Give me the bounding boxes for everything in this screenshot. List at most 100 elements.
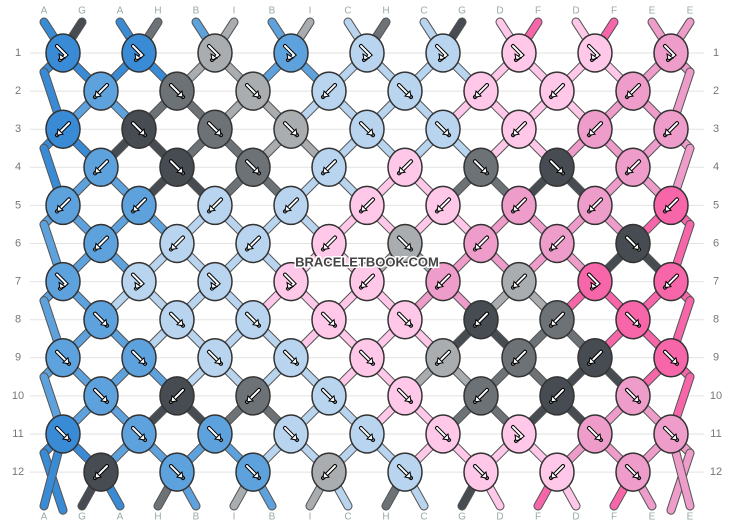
arrow-head xyxy=(588,204,597,213)
arrow-head xyxy=(512,356,521,365)
knot xyxy=(577,185,613,226)
arrow-head xyxy=(289,356,298,365)
string-label: A xyxy=(41,6,48,17)
knot xyxy=(45,33,81,73)
knot xyxy=(615,299,651,340)
knot xyxy=(425,261,461,302)
arrow-head xyxy=(362,52,371,61)
arrow-head xyxy=(441,432,450,441)
knot xyxy=(273,338,309,378)
knot xyxy=(463,299,499,340)
knot xyxy=(349,185,385,226)
knot xyxy=(463,452,499,492)
arrow-head xyxy=(631,471,640,479)
knot xyxy=(425,338,461,378)
knot xyxy=(45,261,81,302)
knot xyxy=(159,452,195,492)
row-number: 7 xyxy=(15,276,21,288)
string-label: D xyxy=(496,512,503,523)
arrow-head xyxy=(286,281,295,290)
arrow-head xyxy=(132,204,141,213)
arrow-head xyxy=(514,52,523,61)
knot xyxy=(463,223,499,264)
thread xyxy=(295,18,314,43)
knot xyxy=(425,33,461,73)
arrow-head xyxy=(286,52,295,61)
arrow-head xyxy=(137,356,146,365)
knot xyxy=(501,261,537,302)
knot xyxy=(387,223,423,264)
arrow-head xyxy=(514,433,523,442)
arrow-head xyxy=(588,356,597,365)
row-number: 9 xyxy=(15,352,21,364)
arrow-head xyxy=(99,318,108,327)
row-number: 8 xyxy=(713,314,719,326)
knot xyxy=(273,261,309,302)
string-label: I xyxy=(309,512,312,523)
knot xyxy=(615,223,651,264)
row-number: 5 xyxy=(713,199,719,211)
string-label: E xyxy=(687,512,694,523)
arrow-head xyxy=(438,52,447,61)
knot xyxy=(159,376,195,416)
row-number: 10 xyxy=(12,390,24,402)
arrow-head xyxy=(436,280,445,289)
knot xyxy=(311,223,347,264)
arrow-head xyxy=(403,90,412,98)
knot xyxy=(159,299,195,340)
thread xyxy=(371,18,390,43)
knot xyxy=(387,147,423,188)
arrow-head xyxy=(284,204,293,213)
string-label: E xyxy=(649,512,656,523)
knot xyxy=(159,223,195,264)
string-label: I xyxy=(309,6,312,17)
arrow-head xyxy=(664,204,673,213)
arrow-head xyxy=(398,166,407,174)
row-number: 12 xyxy=(12,466,24,478)
knot xyxy=(235,299,271,340)
arrow-head xyxy=(512,128,521,136)
knot xyxy=(653,414,689,454)
arrow-head xyxy=(588,128,597,136)
arrow-head xyxy=(666,52,675,61)
thread xyxy=(599,18,618,43)
arrow-head xyxy=(590,52,599,61)
arrow-head xyxy=(512,280,521,289)
knot xyxy=(539,299,575,340)
row-number: 11 xyxy=(12,428,23,440)
arrow-head xyxy=(94,471,103,479)
knot xyxy=(121,185,157,226)
arrow-head xyxy=(134,281,143,290)
thread xyxy=(572,18,591,43)
arrow-head xyxy=(251,471,260,479)
string-label: A xyxy=(117,6,124,17)
knot xyxy=(577,261,613,302)
knot xyxy=(387,452,423,492)
string-label: B xyxy=(269,6,276,17)
knot xyxy=(387,376,423,416)
string-label: G xyxy=(78,512,86,523)
knot xyxy=(311,147,347,188)
arrow-head xyxy=(555,166,564,174)
knot xyxy=(159,147,195,188)
thread xyxy=(219,18,238,43)
knot xyxy=(273,109,309,149)
knot xyxy=(121,33,157,73)
string-label: I xyxy=(233,6,236,17)
arrow-head xyxy=(479,471,488,479)
knot xyxy=(653,109,689,149)
arrow-head xyxy=(365,128,374,136)
knot xyxy=(425,109,461,149)
knot xyxy=(311,71,347,111)
arrow-head xyxy=(175,90,184,98)
row-number: 3 xyxy=(713,123,719,135)
knot xyxy=(45,338,81,378)
row-number: 7 xyxy=(713,276,719,288)
arrow-head xyxy=(626,90,635,98)
knot xyxy=(83,223,119,264)
knot xyxy=(463,71,499,111)
thread xyxy=(67,18,86,43)
knot xyxy=(539,71,575,111)
arrow-head xyxy=(669,432,678,441)
row-number: 9 xyxy=(713,352,719,364)
